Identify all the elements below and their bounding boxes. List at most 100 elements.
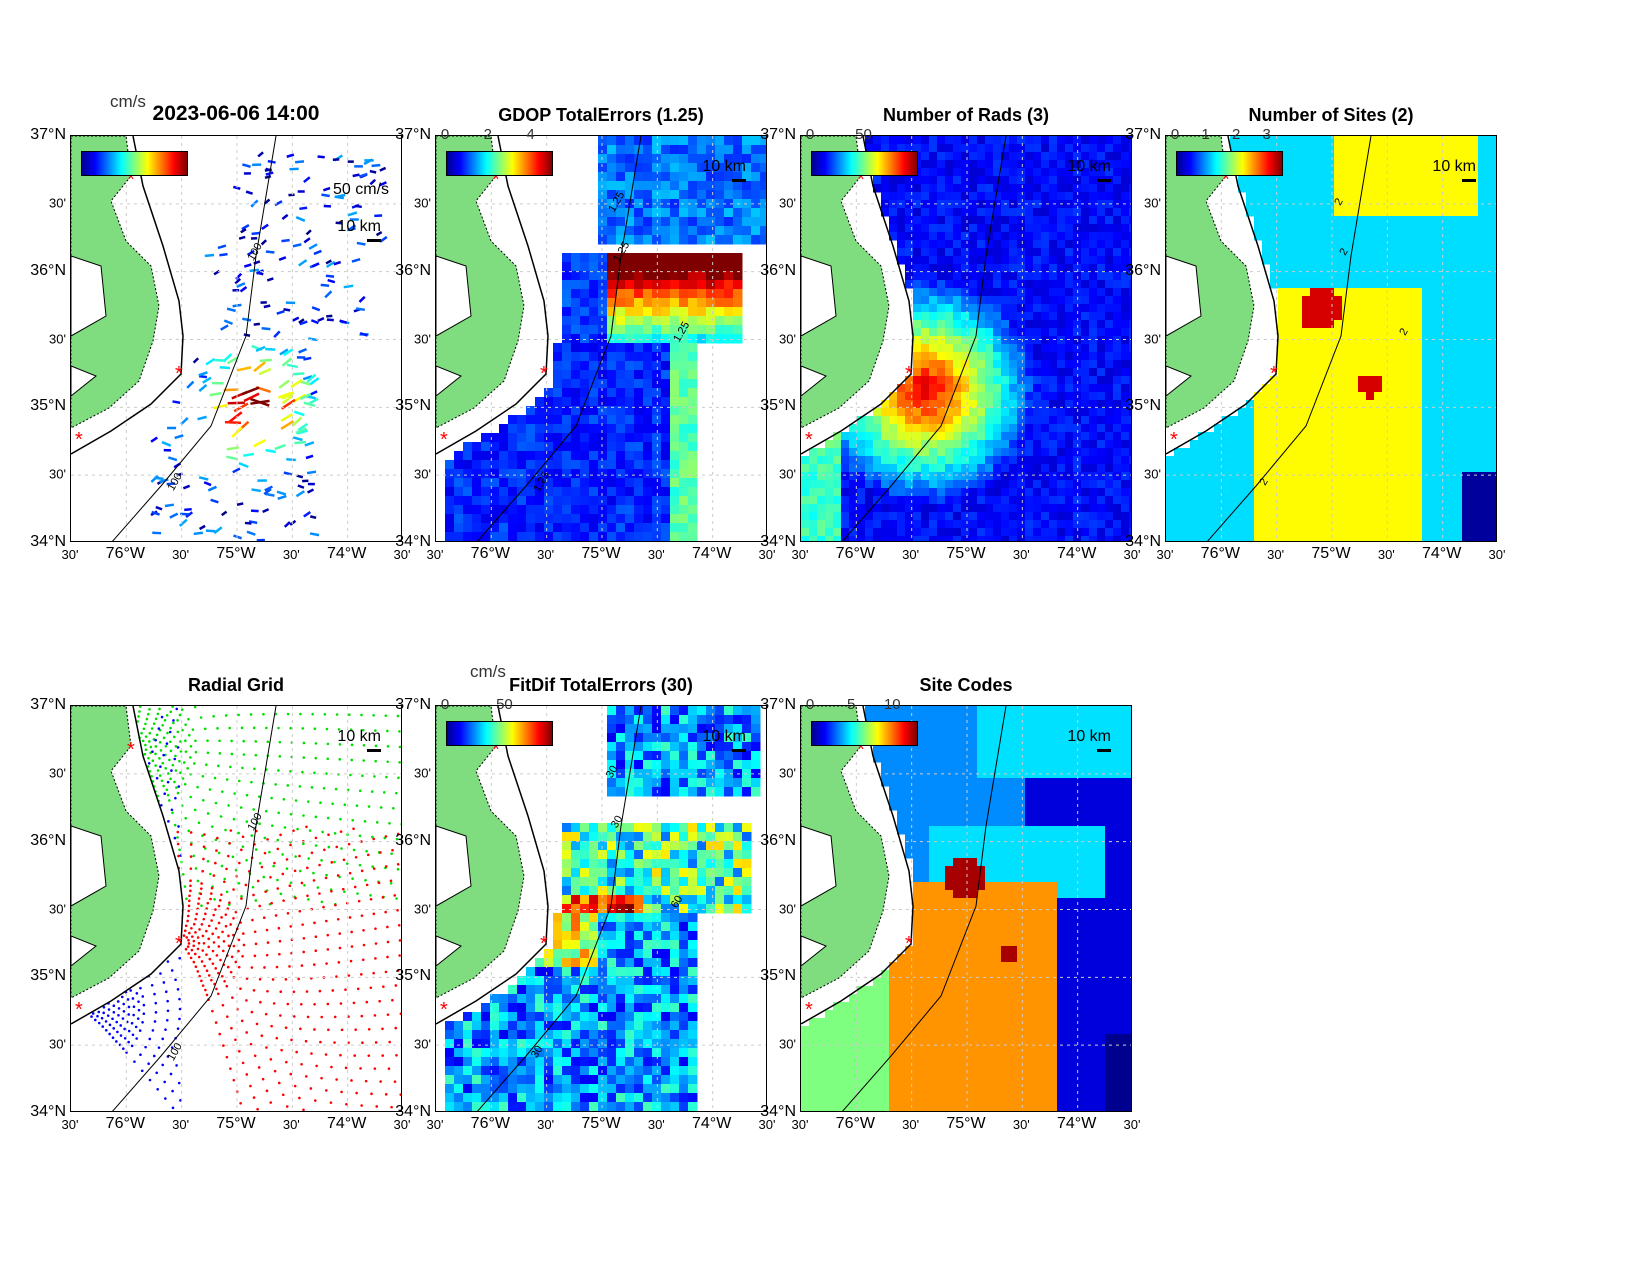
data-cell <box>921 264 930 273</box>
data-cell <box>1113 248 1122 257</box>
data-cell <box>1113 400 1122 409</box>
data-cell <box>985 488 994 497</box>
data-cell <box>969 464 978 473</box>
data-cell <box>1262 520 1271 529</box>
data-cell <box>643 136 653 146</box>
data-cell <box>1113 496 1122 505</box>
data-cell <box>562 262 572 272</box>
data-cell <box>1422 160 1431 169</box>
data-cell <box>897 416 906 425</box>
data-cell <box>1041 304 1050 313</box>
data-cell <box>733 280 743 290</box>
data-cell <box>1406 448 1415 457</box>
data-cell <box>1358 392 1367 401</box>
data-cell <box>1294 448 1303 457</box>
data-cell <box>1065 176 1074 185</box>
data-cell <box>1033 264 1042 273</box>
data-cell <box>1454 288 1463 297</box>
data-cell <box>661 325 671 335</box>
lat-tick-label: 36°N <box>1125 261 1161 279</box>
data-cell <box>1334 536 1343 541</box>
data-cell <box>1438 144 1447 153</box>
data-cell <box>1454 136 1463 145</box>
data-cell <box>1089 272 1098 281</box>
data-cell <box>1174 496 1183 505</box>
data-cell <box>1334 200 1343 209</box>
data-cell <box>1113 416 1122 425</box>
data-cell <box>1470 472 1479 481</box>
data-cell <box>953 248 962 257</box>
data-cell <box>652 370 662 380</box>
data-cell <box>598 406 608 416</box>
data-cell <box>1326 256 1335 265</box>
radial-grid-point <box>136 720 140 723</box>
data-cell <box>1390 136 1399 145</box>
data-cell <box>1001 264 1010 273</box>
data-cell <box>571 532 581 541</box>
data-cell <box>1270 504 1279 513</box>
data-cell <box>679 163 689 173</box>
data-cell <box>1494 192 1496 201</box>
data-cell <box>616 496 626 506</box>
data-cell <box>742 217 752 227</box>
data-cell <box>1129 240 1131 249</box>
current-vector <box>178 518 188 527</box>
data-cell <box>616 469 626 479</box>
radial-grid-point <box>154 764 157 767</box>
data-cell <box>1422 520 1431 529</box>
data-cell <box>1214 488 1223 497</box>
data-cell <box>1318 480 1327 489</box>
scale-label: 10 km <box>1067 158 1111 175</box>
data-cell <box>945 448 954 457</box>
data-cell <box>1358 280 1367 289</box>
data-cell <box>1081 296 1090 305</box>
data-cell <box>1302 152 1311 161</box>
data-cell <box>1105 440 1114 449</box>
data-cell <box>742 136 752 146</box>
data-cell <box>945 264 954 273</box>
data-cell <box>1478 504 1487 513</box>
data-cell <box>589 442 599 452</box>
data-cell <box>809 472 818 481</box>
data-cell <box>1009 280 1018 289</box>
lon-tick-label: 30' <box>61 547 79 562</box>
data-cell <box>580 415 590 425</box>
data-cell <box>1350 512 1359 521</box>
data-cell <box>1494 528 1496 537</box>
data-cell <box>1057 184 1066 193</box>
data-cell <box>661 145 671 155</box>
data-cell <box>742 181 752 191</box>
data-cell <box>688 136 698 146</box>
current-vector <box>359 331 368 337</box>
data-cell <box>945 480 954 489</box>
data-cell <box>1486 400 1495 409</box>
data-cell <box>1310 536 1319 541</box>
data-cell <box>1494 384 1496 393</box>
data-cell <box>1278 272 1287 281</box>
data-cell <box>937 216 946 225</box>
scale-bar-line <box>1097 179 1111 182</box>
data-cell <box>1222 496 1231 505</box>
data-cell <box>1422 528 1431 537</box>
data-cell <box>607 190 617 200</box>
data-cell <box>1342 320 1351 329</box>
data-cell <box>1382 384 1391 393</box>
data-cell <box>1001 216 1010 225</box>
data-cell <box>929 528 938 537</box>
current-vector <box>308 337 318 342</box>
data-cell <box>1430 208 1439 217</box>
data-cell <box>1462 352 1471 361</box>
data-cell <box>1318 160 1327 169</box>
data-cell <box>1478 384 1487 393</box>
data-cell <box>1121 304 1130 313</box>
data-cell <box>1025 400 1034 409</box>
data-cell <box>598 469 608 479</box>
data-cell <box>1262 392 1271 401</box>
data-cell <box>961 296 970 305</box>
data-cell <box>1406 472 1415 481</box>
data-cell <box>481 487 491 497</box>
data-cell <box>1302 136 1311 145</box>
data-cell <box>670 226 680 236</box>
data-cell <box>1270 224 1279 233</box>
data-cell <box>643 172 653 182</box>
